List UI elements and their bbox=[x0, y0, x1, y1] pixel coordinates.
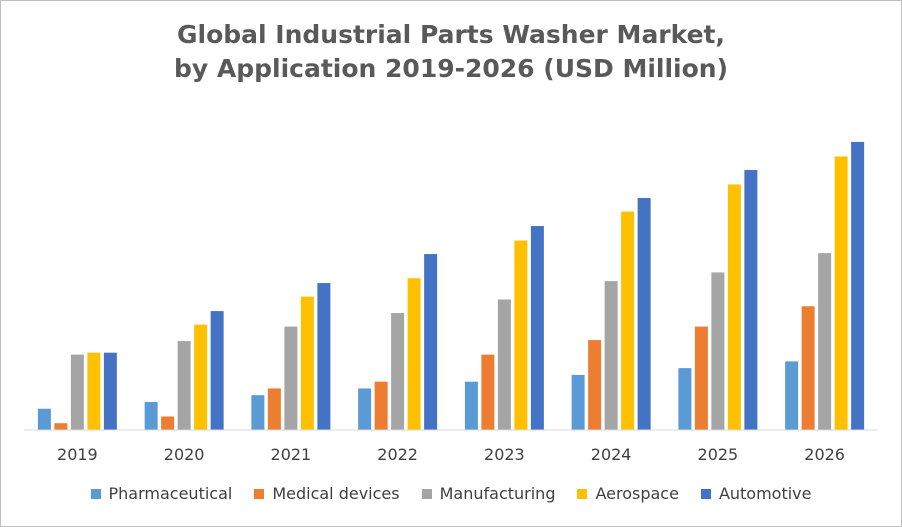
bar-automotive-2025 bbox=[744, 169, 758, 430]
bar-automotive-2020 bbox=[210, 311, 224, 430]
bar-pharmaceutical-2020 bbox=[144, 401, 158, 430]
bar-aerospace-2020 bbox=[194, 324, 208, 430]
bar-medical-devices-2023 bbox=[481, 354, 495, 430]
bar-pharmaceutical-2021 bbox=[251, 395, 265, 430]
x-tick-label-2023: 2023 bbox=[484, 445, 525, 464]
bar-manufacturing-2020 bbox=[177, 341, 191, 430]
bar-manufacturing-2019 bbox=[70, 354, 84, 430]
bar-medical-devices-2021 bbox=[267, 388, 281, 430]
bar-pharmaceutical-2024 bbox=[571, 374, 585, 430]
x-tick-labels: 2019 2020 2021 2022 2023 2024 2025 2026 bbox=[57, 445, 845, 464]
bar-manufacturing-2022 bbox=[391, 313, 405, 430]
bar-automotive-2026 bbox=[851, 141, 865, 430]
legend-swatch bbox=[90, 488, 101, 499]
legend-item-automotive: Automotive bbox=[700, 484, 812, 503]
bar-manufacturing-2024 bbox=[604, 281, 618, 430]
bar-aerospace-2021 bbox=[300, 296, 314, 430]
bar-aerospace-2026 bbox=[834, 156, 848, 430]
bar-manufacturing-2025 bbox=[711, 272, 725, 430]
x-tick-label-2020: 2020 bbox=[164, 445, 205, 464]
bar-medical-devices-2022 bbox=[374, 381, 388, 430]
x-tick-label-2019: 2019 bbox=[57, 445, 98, 464]
bar-medical-devices-2026 bbox=[801, 306, 815, 430]
bars-group bbox=[37, 141, 865, 430]
legend-label: Pharmaceutical bbox=[108, 484, 233, 503]
legend-item-manufacturing: Manufacturing bbox=[421, 484, 556, 503]
bar-manufacturing-2021 bbox=[284, 326, 298, 430]
bar-automotive-2022 bbox=[424, 254, 438, 430]
chart-title-line-2: by Application 2019-2026 (USD Million) bbox=[173, 54, 729, 83]
bar-automotive-2021 bbox=[317, 283, 331, 430]
legend-item-pharmaceutical: Pharmaceutical bbox=[90, 484, 233, 503]
bar-pharmaceutical-2026 bbox=[785, 361, 799, 430]
x-tick-label-2024: 2024 bbox=[591, 445, 632, 464]
bar-automotive-2019 bbox=[103, 352, 117, 430]
bar-aerospace-2022 bbox=[407, 278, 421, 430]
legend-swatch bbox=[254, 488, 265, 499]
bar-aerospace-2023 bbox=[514, 240, 528, 430]
bar-aerospace-2019 bbox=[87, 352, 101, 430]
chart-legend: Pharmaceutical Medical devices Manufacturi… bbox=[0, 484, 902, 503]
bar-aerospace-2025 bbox=[727, 184, 741, 430]
bar-medical-devices-2025 bbox=[694, 326, 708, 430]
legend-swatch bbox=[421, 488, 432, 499]
bar-pharmaceutical-2025 bbox=[678, 368, 692, 430]
bar-automotive-2023 bbox=[530, 226, 544, 430]
chart-title-line-1: Global Industrial Parts Washer Market, bbox=[176, 20, 725, 49]
bar-medical-devices-2020 bbox=[161, 416, 175, 430]
legend-swatch bbox=[700, 488, 711, 499]
legend-label: Automotive bbox=[718, 484, 812, 503]
legend-swatch bbox=[577, 488, 588, 499]
x-tick-label-2022: 2022 bbox=[377, 445, 418, 464]
legend-label: Medical devices bbox=[272, 484, 400, 503]
legend-label: Manufacturing bbox=[439, 484, 556, 503]
x-tick-label-2026: 2026 bbox=[804, 445, 845, 464]
legend-item-medical-devices: Medical devices bbox=[254, 484, 400, 503]
legend-label: Aerospace bbox=[595, 484, 679, 503]
bar-pharmaceutical-2023 bbox=[464, 381, 478, 430]
x-tick-label-2025: 2025 bbox=[698, 445, 739, 464]
bar-manufacturing-2023 bbox=[497, 299, 511, 430]
bar-manufacturing-2026 bbox=[818, 253, 832, 430]
bar-automotive-2024 bbox=[637, 198, 651, 430]
bar-aerospace-2024 bbox=[621, 211, 635, 430]
x-tick-label-2021: 2021 bbox=[271, 445, 312, 464]
bar-pharmaceutical-2022 bbox=[358, 388, 372, 430]
bar-medical-devices-2019 bbox=[54, 423, 68, 430]
bar-medical-devices-2024 bbox=[588, 340, 602, 430]
bar-pharmaceutical-2019 bbox=[37, 408, 51, 430]
chart-title: Global Industrial Parts Washer Market, b… bbox=[0, 18, 902, 86]
legend-item-aerospace: Aerospace bbox=[577, 484, 679, 503]
